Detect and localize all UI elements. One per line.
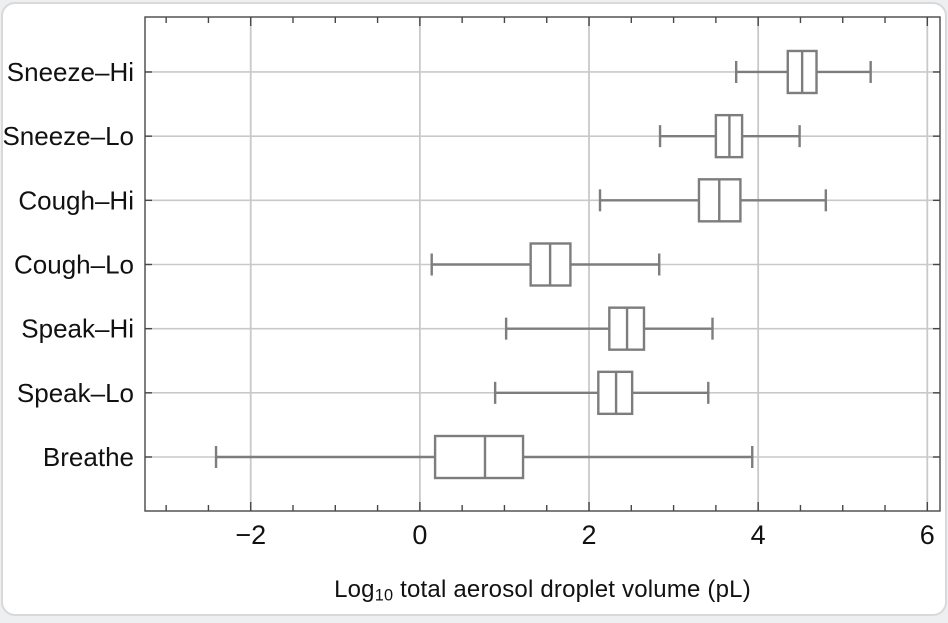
category-label: Sneeze–Lo bbox=[3, 121, 134, 151]
iqr-box bbox=[433, 434, 525, 480]
boxplot-row bbox=[430, 242, 661, 287]
boxplot-chart: Sneeze–Hi Sneeze–Lo Cough–Hi Cough–Lo Speak–… bbox=[3, 4, 945, 614]
x-axis-title: Log10 total aerosol droplet volume (pL) bbox=[145, 576, 940, 605]
category-label: Cough–Lo bbox=[14, 249, 134, 279]
x-tick-label: 4 bbox=[751, 520, 766, 550]
category-label: Cough–Hi bbox=[18, 185, 134, 215]
boxplot-row bbox=[504, 306, 714, 351]
boxplot-row bbox=[214, 434, 754, 480]
boxplot-row bbox=[734, 49, 872, 95]
x-tick-label: 0 bbox=[412, 520, 427, 550]
category-label: Sneeze–Hi bbox=[7, 57, 134, 87]
boxplot-canvas: Sneeze–Hi Sneeze–Lo Cough–Hi Cough–Lo Speak–… bbox=[3, 16, 941, 550]
x-axis-title-subscript: 10 bbox=[374, 586, 394, 605]
category-label: Speak–Hi bbox=[21, 314, 134, 344]
boxplot-row bbox=[598, 178, 828, 223]
x-tick-label: 2 bbox=[582, 520, 597, 550]
x-axis-title-prefix: Log bbox=[334, 576, 375, 603]
x-tick-label: −2 bbox=[235, 520, 266, 550]
category-label: Speak–Lo bbox=[17, 378, 134, 408]
category-label: Breathe bbox=[43, 442, 134, 472]
x-tick-label: 6 bbox=[920, 520, 935, 550]
boxplot-row bbox=[493, 370, 710, 416]
boxplot-row bbox=[658, 113, 801, 159]
x-axis-title-rest: total aerosol droplet volume (pL) bbox=[393, 576, 751, 603]
